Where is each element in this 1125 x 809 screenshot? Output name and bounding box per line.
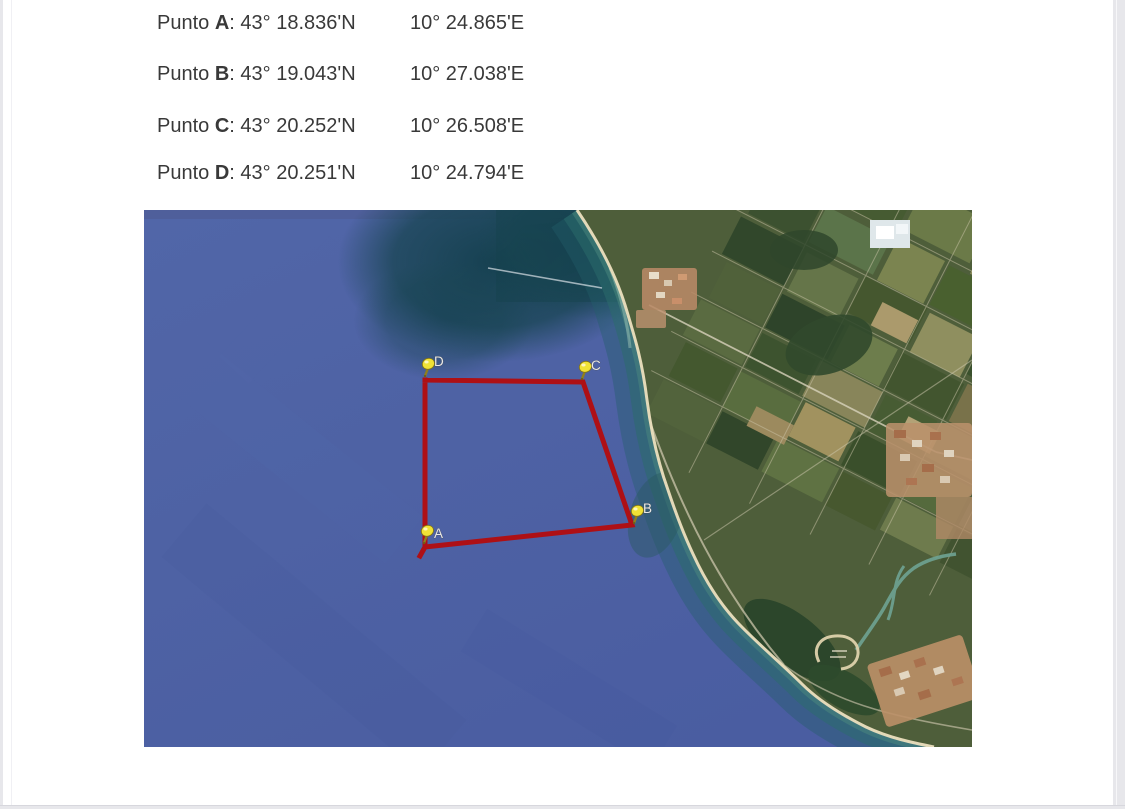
town-vada (636, 268, 697, 328)
pin-d-label: D (434, 354, 444, 369)
map-pins: A B C D (418, 354, 652, 546)
town-cecina (886, 423, 972, 539)
longitude-value: 10° 27.038'E (410, 63, 525, 85)
coordinate-row-b: Punto B: 43° 19.043'N 10° 27.038'E (157, 63, 524, 85)
sea-texture (144, 236, 678, 747)
marina-jetty (814, 634, 860, 671)
separator: : (229, 63, 241, 85)
viewer-gutter-right (1116, 0, 1125, 809)
viewer-gutter-bottom (0, 805, 1125, 809)
point-name: D (214, 162, 230, 184)
punto-prefix: Punto (157, 115, 210, 137)
separator: : (229, 162, 241, 184)
latitude-value: 43° 20.251'N (240, 162, 356, 184)
latitude-value: 43° 19.043'N (240, 63, 356, 85)
point-name: A (214, 12, 230, 34)
pin-b-label: B (643, 501, 652, 516)
page-edge-shadow (11, 0, 12, 806)
viewer-gutter-left (0, 0, 3, 809)
industrial-building (870, 220, 910, 248)
separator: : (229, 115, 241, 137)
latitude-value: 43° 18.836'N (240, 12, 356, 34)
woodland (743, 230, 880, 716)
punto-prefix: Punto (157, 162, 210, 184)
punto-prefix: Punto (157, 12, 210, 34)
punto-prefix: Punto (157, 63, 210, 85)
point-name: C (214, 115, 230, 137)
satellite-map-image: A B C D (144, 210, 972, 747)
point-name: B (214, 63, 230, 85)
satellite-map-svg: A B C D (144, 210, 972, 747)
longitude-value: 10° 24.794'E (410, 162, 525, 184)
pin-a-label: A (434, 526, 443, 541)
coordinate-row-a: Punto A: 43° 18.836'N 10° 24.865'E (157, 12, 524, 34)
beach-line (575, 210, 935, 747)
coordinate-row-d: Punto D: 43° 20.251'N 10° 24.794'E (157, 162, 524, 184)
survey-polygon (416, 377, 636, 560)
separator: : (229, 12, 241, 34)
coordinate-row-c: Punto C: 43° 20.252'N 10° 26.508'E (157, 115, 524, 137)
longitude-value: 10° 24.865'E (410, 12, 525, 34)
latitude-value: 43° 20.252'N (240, 115, 356, 137)
longitude-value: 10° 26.508'E (410, 115, 525, 137)
pier-line (487, 267, 603, 289)
document-page: Punto A: 43° 18.836'N 10° 24.865'E Punto… (3, 0, 1113, 806)
pin-c-label: C (591, 358, 601, 373)
river-canal (854, 552, 957, 651)
town-marina-di-cecina (867, 635, 972, 727)
